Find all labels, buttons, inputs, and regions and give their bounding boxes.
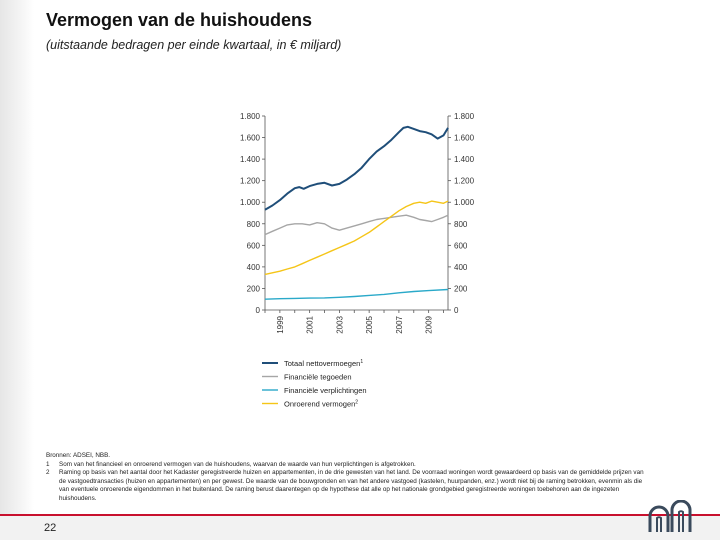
y-tick-label-right: 1.200 (454, 177, 475, 186)
x-tick-label: 2009 (425, 315, 434, 333)
nbb-logo-icon (648, 500, 692, 532)
y-tick-label-right: 1.600 (454, 134, 475, 143)
y-tick-label-left: 400 (247, 263, 261, 272)
legend-label-1: Totaal nettovermoegen1 (284, 359, 363, 368)
sources-notes: Bronnen: ADSEI, NBB. 1 Som van het finan… (46, 452, 646, 504)
legend-label-3: Financiële verplichtingen (284, 386, 367, 395)
footnote-1-text: Som van het financieel en onroerend verm… (59, 460, 416, 468)
y-tick-label-left: 1.600 (240, 134, 261, 143)
y-tick-label-left: 1.800 (240, 112, 261, 121)
footnote-2-mark: 2 (46, 469, 50, 477)
y-tick-label-right: 1.000 (454, 198, 475, 207)
left-side-band (0, 0, 34, 540)
footnote-2-text: Raming op basis van het aantal door het … (59, 469, 644, 502)
footnote-1: 1 Som van het financieel en onroerend ve… (46, 461, 646, 470)
footnote-2: 2 Raming op basis van het aantal door he… (46, 469, 646, 503)
y-tick-label-right: 600 (454, 241, 468, 250)
series-line-2 (264, 214, 449, 236)
y-tick-label-right: 1.400 (454, 155, 475, 164)
y-tick-label-right: 0 (454, 306, 459, 315)
x-tick-label: 2007 (395, 315, 404, 333)
series-line-3 (264, 288, 449, 300)
y-tick-label-left: 1.200 (240, 177, 261, 186)
y-tick-label-right: 200 (454, 284, 468, 293)
series-line-4 (264, 200, 449, 276)
y-tick-label-left: 600 (247, 241, 261, 250)
x-tick-label: 1999 (276, 315, 285, 333)
y-tick-label-left: 1.000 (240, 198, 261, 207)
page-number: 22 (44, 522, 57, 534)
x-tick-label: 2003 (335, 315, 344, 333)
page-title: Vermogen van de huishoudens (46, 10, 313, 30)
x-tick-label: 2001 (306, 315, 315, 333)
y-tick-label-right: 400 (454, 263, 468, 272)
footnote-1-mark: 1 (46, 460, 50, 468)
y-tick-label-left: 1.400 (240, 155, 261, 164)
y-tick-label-left: 800 (247, 220, 261, 229)
y-tick-label-left: 200 (247, 284, 261, 293)
x-tick-label: 2005 (365, 315, 374, 333)
page-subtitle: (uitstaande bedragen per einde kwartaal,… (46, 38, 342, 52)
legend-label-2: Financiële tegoeden (284, 373, 352, 382)
household-wealth-chart: 0 200 400 600 800 1.000 1.200 1.400 1.600 1.800 0 2… (240, 112, 475, 409)
y-tick-label-right: 1.800 (454, 112, 475, 121)
legend-label-4: Onroerend vermogen2 (284, 400, 358, 409)
sources-line: Bronnen: ADSEI, NBB. (46, 452, 111, 459)
y-tick-label-right: 800 (454, 220, 468, 229)
series-line-1 (264, 125, 449, 211)
footer-band (0, 514, 720, 540)
y-tick-label-left: 0 (256, 306, 261, 315)
footer-red-rule (0, 514, 720, 516)
